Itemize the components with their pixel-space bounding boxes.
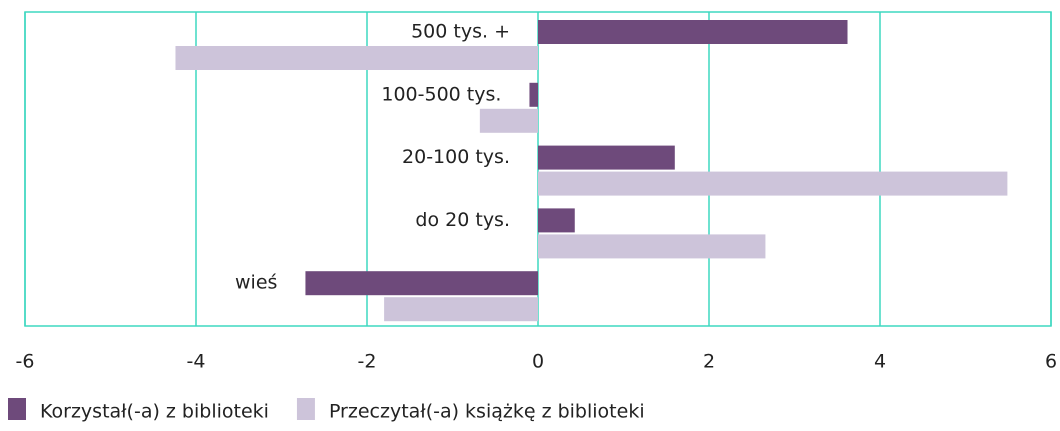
bar — [538, 234, 766, 259]
legend-label: Korzystał(-a) z biblioteki — [40, 401, 269, 423]
category-label: wieś — [235, 272, 277, 294]
bar — [305, 271, 538, 296]
legend-label: Przeczytał(-a) książkę z biblioteki — [329, 401, 645, 423]
x-tick-label: 2 — [703, 351, 715, 373]
x-tick-label: -6 — [16, 351, 35, 373]
bar — [538, 208, 575, 233]
bar — [538, 20, 848, 44]
x-tick-label: 0 — [532, 351, 544, 373]
category-label: do 20 tys. — [415, 209, 510, 231]
plot-frame — [24, 11, 1052, 327]
legend-swatch — [296, 398, 315, 420]
x-tick-label: -4 — [187, 351, 206, 373]
x-tick-label: -2 — [358, 351, 377, 373]
legend-swatch — [8, 398, 26, 420]
bar — [538, 171, 1008, 196]
x-tick-label: 6 — [1045, 351, 1057, 373]
bar — [384, 297, 538, 322]
bar — [175, 46, 539, 70]
bar — [538, 145, 675, 170]
category-label: 20-100 tys. — [402, 146, 510, 168]
category-label: 100-500 tys. — [381, 83, 501, 105]
x-tick-label: 4 — [874, 351, 886, 373]
bar — [529, 82, 538, 107]
category-label: 500 tys. + — [411, 21, 510, 43]
bar — [479, 108, 538, 133]
